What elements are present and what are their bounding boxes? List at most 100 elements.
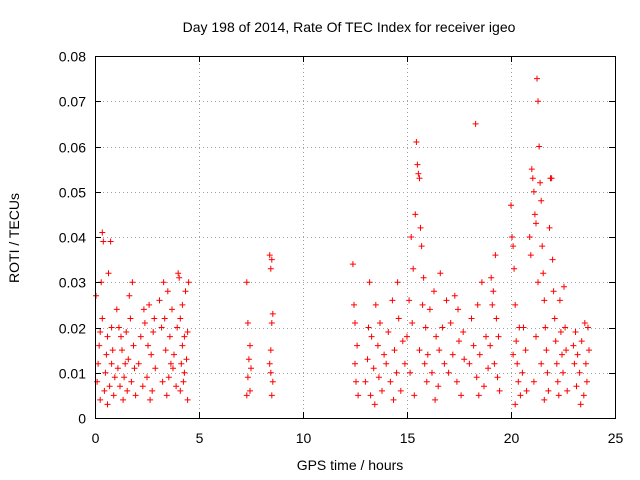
- data-point: [562, 324, 569, 331]
- data-point: [468, 315, 475, 322]
- data-point: [510, 243, 517, 250]
- data-point: [105, 270, 112, 277]
- data-point: [368, 333, 375, 340]
- data-point: [423, 378, 430, 385]
- y-tick-label: 0.08: [59, 49, 86, 65]
- data-point: [364, 356, 371, 363]
- data-point: [556, 297, 563, 304]
- data-point: [266, 360, 273, 367]
- data-point: [559, 351, 565, 358]
- data-point: [245, 356, 252, 363]
- data-point: [104, 401, 111, 408]
- data-point: [128, 378, 135, 385]
- data-point: [248, 365, 254, 372]
- data-point: [533, 333, 539, 340]
- data-point: [100, 238, 107, 245]
- data-point: [267, 347, 274, 354]
- data-point: [533, 220, 539, 227]
- data-point: [151, 315, 158, 322]
- data-point: [171, 351, 177, 358]
- data-point: [492, 252, 499, 259]
- data-point: [529, 175, 536, 182]
- y-tick-label: 0.03: [59, 275, 86, 291]
- data-point: [103, 351, 110, 358]
- data-point: [415, 170, 422, 177]
- data-point: [520, 324, 527, 331]
- chart-title: Day 198 of 2014, Rate Of TEC Index for r…: [183, 19, 516, 35]
- data-point: [247, 387, 253, 394]
- data-point: [179, 301, 186, 308]
- data-point: [119, 347, 125, 354]
- data-point: [538, 360, 545, 367]
- data-point: [522, 347, 529, 354]
- data-point: [131, 365, 138, 372]
- data-point: [571, 360, 578, 367]
- data-point: [183, 356, 190, 363]
- data-point: [387, 378, 394, 385]
- data-point: [404, 333, 410, 340]
- data-point: [578, 338, 585, 345]
- data-point: [184, 329, 191, 335]
- data-point: [123, 329, 130, 335]
- data-point: [455, 306, 461, 313]
- data-point: [267, 369, 274, 376]
- data-point: [104, 333, 111, 340]
- data-point: [416, 347, 423, 354]
- data-point: [145, 342, 151, 349]
- y-tick-label: 0.05: [59, 185, 86, 201]
- data-point: [130, 342, 137, 349]
- data-point: [379, 387, 385, 394]
- data-point: [110, 392, 117, 399]
- data-point: [181, 333, 188, 340]
- data-point: [107, 238, 114, 245]
- data-point: [108, 324, 115, 331]
- data-point: [489, 301, 496, 308]
- data-point: [509, 234, 515, 240]
- data-point: [411, 392, 418, 399]
- data-point: [441, 360, 448, 367]
- data-point: [436, 347, 443, 354]
- data-point: [375, 374, 382, 381]
- data-point: [114, 365, 121, 372]
- data-point: [481, 383, 487, 390]
- data-point: [174, 324, 181, 331]
- data-point: [432, 396, 439, 403]
- data-point: [406, 297, 413, 304]
- data-point: [514, 360, 521, 367]
- data-point: [417, 224, 424, 231]
- data-point: [418, 243, 425, 250]
- data-point: [165, 374, 172, 381]
- data-point: [564, 387, 571, 394]
- data-point: [550, 288, 557, 295]
- data-point: [177, 315, 184, 322]
- data-point: [476, 351, 483, 358]
- data-point: [542, 324, 549, 331]
- data-point: [510, 351, 517, 358]
- data-point: [549, 256, 556, 263]
- data-point: [431, 288, 437, 295]
- data-point: [244, 320, 251, 326]
- data-point: [115, 324, 122, 331]
- data-point: [351, 301, 357, 308]
- data-point: [487, 342, 494, 349]
- data-point: [352, 360, 358, 367]
- data-point: [176, 274, 183, 281]
- data-point: [535, 98, 541, 105]
- data-point: [421, 360, 428, 367]
- data-point: [580, 392, 587, 399]
- data-point: [391, 347, 398, 354]
- data-point: [574, 351, 581, 358]
- data-point: [426, 306, 433, 313]
- data-point: [166, 333, 173, 340]
- data-point: [381, 351, 388, 358]
- y-tick-label: 0.01: [59, 366, 86, 382]
- x-tick-label: 25: [608, 430, 624, 446]
- data-point: [362, 378, 369, 385]
- data-point: [397, 387, 404, 394]
- data-point: [577, 401, 584, 408]
- data-point: [163, 392, 170, 399]
- data-point: [447, 320, 454, 326]
- data-point: [156, 297, 163, 304]
- data-point: [493, 315, 500, 322]
